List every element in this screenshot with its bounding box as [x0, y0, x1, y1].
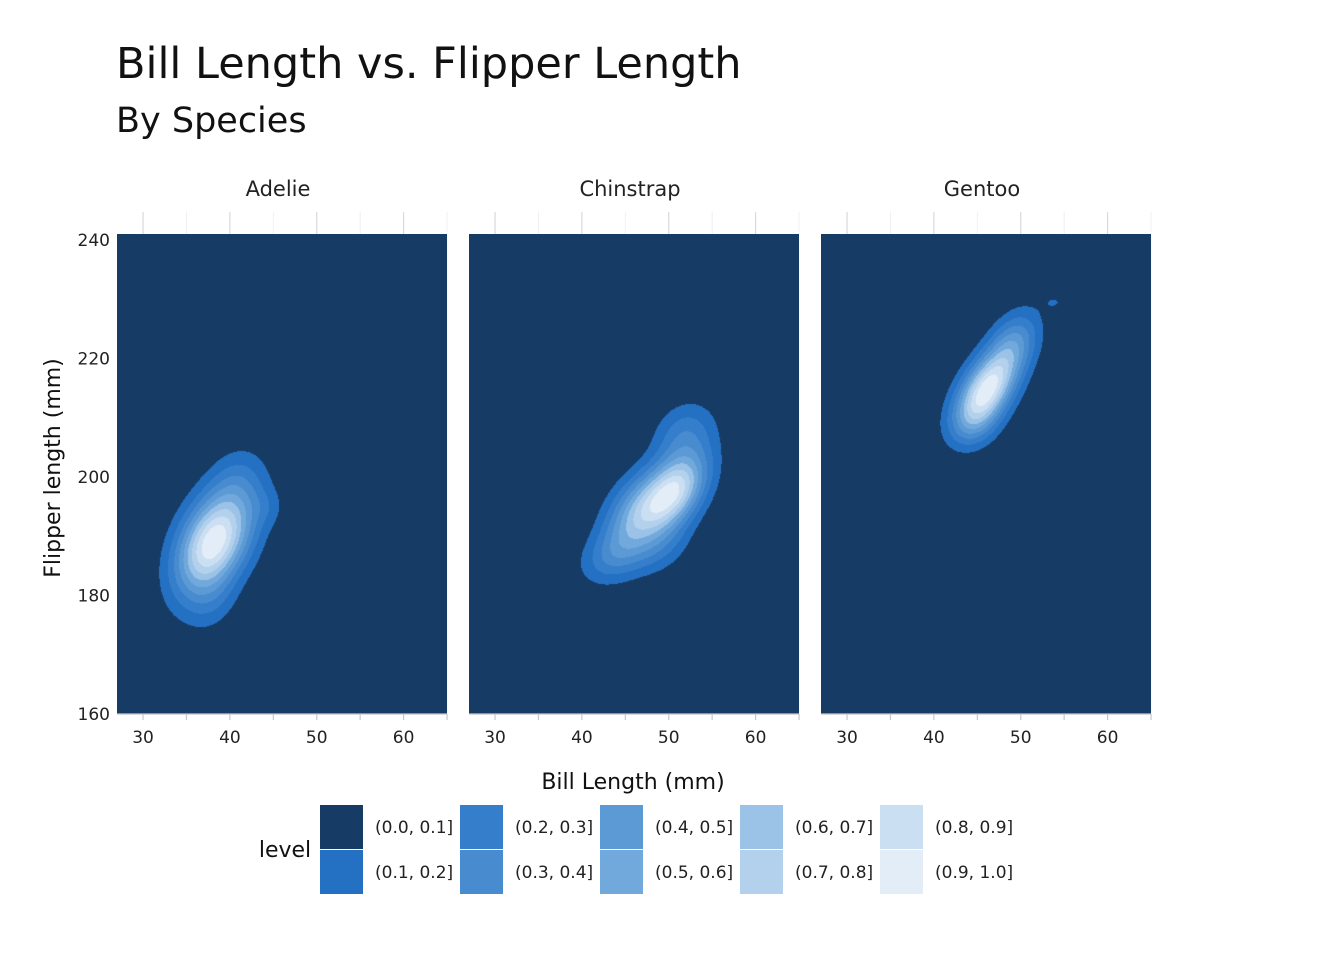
legend-key: [600, 850, 643, 894]
x-tick-label: 60: [393, 728, 415, 748]
legend-label: (0.8, 0.9]: [935, 818, 1013, 838]
legend-key: [460, 850, 503, 894]
legend-key: [880, 805, 923, 849]
facet-strip-label: Gentoo: [944, 177, 1020, 201]
facet-panel-adelie: 30 40 50 60 Adelie 160 180 200 220 240: [78, 177, 448, 748]
y-tick-label: 200: [78, 468, 110, 488]
facet-strip-label: Adelie: [246, 177, 311, 201]
x-tick-label: 50: [1010, 728, 1032, 748]
y-tick-label: 180: [78, 586, 110, 606]
legend-key: [740, 805, 783, 849]
x-axis-title: Bill Length (mm): [541, 770, 724, 795]
density-raster: [117, 233, 447, 714]
x-tick-label: 50: [306, 728, 328, 748]
legend-key: [460, 805, 503, 849]
legend-key: [880, 850, 923, 894]
legend-key: [320, 850, 363, 894]
chart-title: Bill Length vs. Flipper Length: [116, 39, 742, 89]
legend-label: (0.1, 0.2]: [375, 863, 453, 883]
x-tick-label: 40: [923, 728, 945, 748]
density-raster: [469, 233, 799, 714]
legend-label: (0.9, 1.0]: [935, 863, 1013, 883]
x-tick-label: 40: [571, 728, 593, 748]
legend-label: (0.0, 0.1]: [375, 818, 453, 838]
legend-label: (0.7, 0.8]: [795, 863, 873, 883]
legend-title: level: [259, 838, 311, 863]
legend-label: (0.5, 0.6]: [655, 863, 733, 883]
legend-key: [600, 805, 643, 849]
facet-panel-chinstrap: 30 40 50 60 Chinstrap: [469, 177, 800, 748]
y-tick-label: 240: [78, 231, 110, 251]
y-tick-label: 220: [78, 349, 110, 369]
x-tick-label: 60: [1097, 728, 1119, 748]
y-tick-label: 160: [78, 705, 110, 725]
x-tick-label: 30: [484, 728, 506, 748]
legend-label: (0.4, 0.5]: [655, 818, 733, 838]
density-raster: [821, 233, 1151, 714]
legend: level (0.0, 0.1] (0.1, 0.2] (0.2, 0.3] (0.3…: [259, 805, 1013, 894]
legend-label: (0.3, 0.4]: [515, 863, 593, 883]
x-tick-label: 60: [745, 728, 767, 748]
x-tick-label: 50: [658, 728, 680, 748]
legend-key: [320, 805, 363, 849]
legend-key: [740, 850, 783, 894]
legend-label: (0.2, 0.3]: [515, 818, 593, 838]
facet-panel-gentoo: 30 40 50 60 Gentoo: [821, 177, 1152, 748]
facet-strip-label: Chinstrap: [579, 177, 680, 201]
x-tick-label: 30: [132, 728, 154, 748]
legend-label: (0.6, 0.7]: [795, 818, 873, 838]
x-tick-label: 30: [836, 728, 858, 748]
facet-panels: 30 40 50 60 Adelie 160 180 200 220 240 30 40 50 60 Chi…: [78, 177, 1152, 748]
chart-subtitle: By Species: [116, 101, 307, 141]
y-axis-title: Flipper length (mm): [41, 358, 66, 578]
x-tick-label: 40: [219, 728, 241, 748]
